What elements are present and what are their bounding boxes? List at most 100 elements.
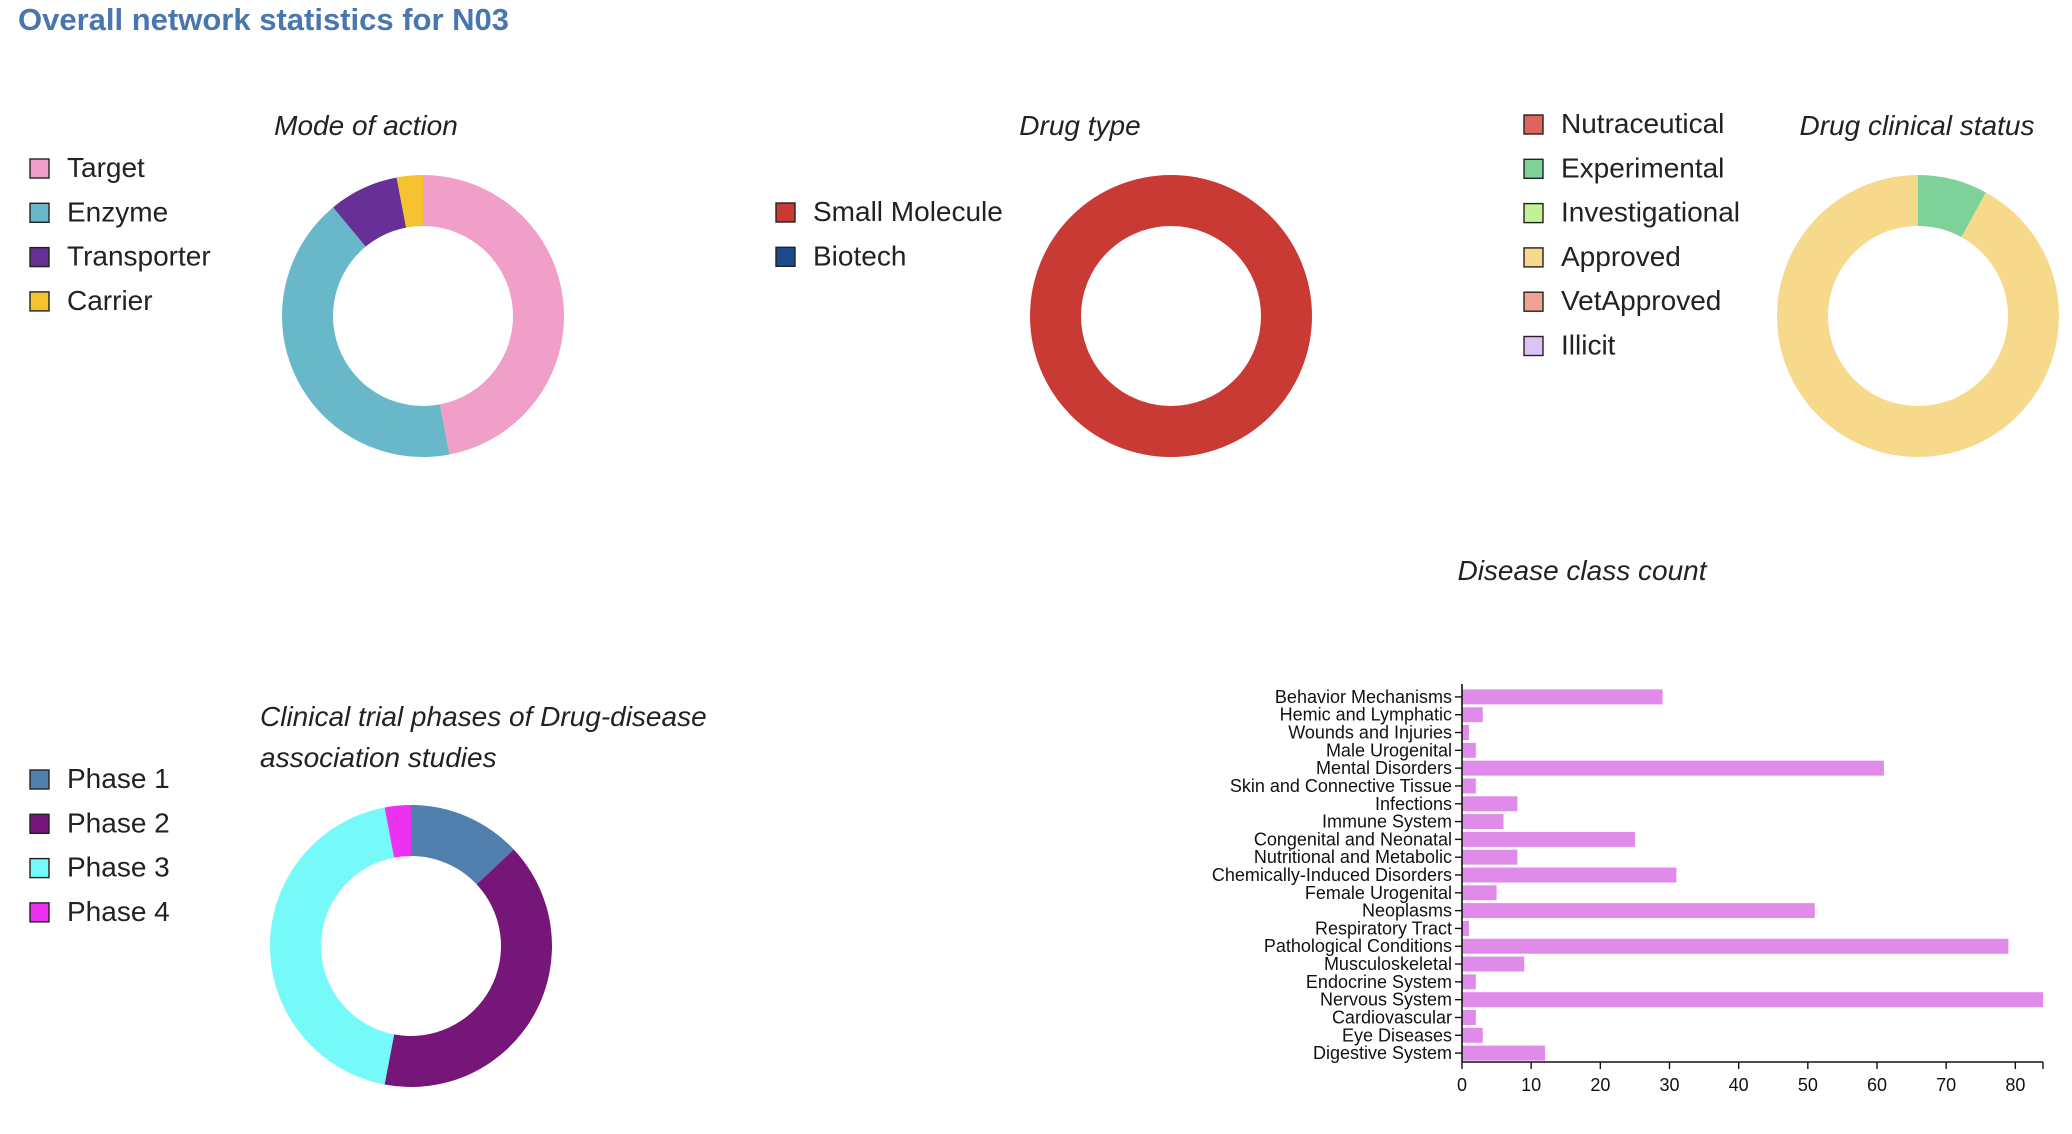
mode-of-action-title: Mode of action — [274, 110, 458, 141]
clinical-trial-phases-title: Clinical trial phases of Drug-disease ass… — [260, 701, 707, 773]
legend-item-small-molecule: Small Molecule — [775, 196, 1003, 227]
legend-item-phase-3: Phase 3 — [29, 852, 170, 883]
x-tick-label-20: 20 — [1590, 1075, 1610, 1095]
legend-item-phase-4: Phase 4 — [29, 896, 170, 927]
bar-mental-disorders — [1462, 760, 1884, 776]
bar-behavior-mechanisms — [1462, 689, 1663, 705]
bar-digestive-system — [1462, 1045, 1545, 1061]
y-tick-label-mental-disorders: Mental Disorders — [1316, 758, 1452, 778]
y-tick-label-nervous-system: Nervous System — [1320, 990, 1452, 1010]
legend-item-vetapproved: VetApproved — [1523, 285, 1721, 316]
drug-clinical-status-chart: Drug clinical status Nutraceutical Experim… — [1523, 108, 2059, 457]
y-tick-label-infections: Infections — [1375, 794, 1452, 814]
y-tick-label-congenital-and-neonatal: Congenital and Neonatal — [1254, 829, 1452, 849]
y-tick-label-immune-system: Immune System — [1322, 812, 1452, 832]
y-tick-label-nutritional-and-metabolic: Nutritional and Metabolic — [1254, 847, 1452, 867]
y-tick-label-respiratory-tract: Respiratory Tract — [1315, 918, 1452, 938]
bar-wounds-and-injuries — [1462, 725, 1469, 741]
slice-small-molecule — [1030, 175, 1312, 457]
mode-of-action-chart: Mode of action Target Enzyme Transporter Car… — [29, 110, 564, 457]
x-tick-label-10: 10 — [1521, 1075, 1541, 1095]
x-tick-label-0: 0 — [1457, 1075, 1467, 1095]
page-title: Overall network statistics for N03 — [18, 2, 510, 37]
legend-swatch — [29, 291, 50, 312]
legend-label: Phase 1 — [67, 763, 170, 794]
drug-type-chart: Drug type Small Molecule Biotech — [775, 110, 1312, 457]
legend-swatch — [29, 902, 50, 923]
bar-neoplasms — [1462, 903, 1815, 919]
legend-item-carrier: Carrier — [29, 285, 153, 316]
legend-swatch — [775, 246, 796, 268]
disease-class-count-chart: Disease class count Behavior MechanismsHe… — [1212, 555, 2044, 1095]
legend-swatch — [1523, 114, 1544, 135]
legend-label: Approved — [1561, 241, 1681, 272]
y-tick-label-pathological-conditions: Pathological Conditions — [1264, 936, 1452, 956]
bar-infections — [1462, 796, 1518, 812]
legend-label: Illicit — [1561, 330, 1616, 361]
legend-item-approved: Approved — [1523, 241, 1681, 272]
bar-respiratory-tract — [1462, 920, 1469, 936]
slice-transporter — [333, 177, 407, 247]
bar-endocrine-system — [1462, 974, 1476, 990]
bar-hemic-and-lymphatic — [1462, 707, 1483, 723]
legend-label: Target — [67, 152, 145, 183]
legend-item-investigational: Investigational — [1523, 197, 1740, 228]
legend-item-illicit: Illicit — [1523, 330, 1616, 361]
slice-phase-2 — [384, 849, 552, 1087]
bar-nutritional-and-metabolic — [1462, 849, 1518, 865]
y-tick-label-chemically-induced-disorders: Chemically-Induced Disorders — [1212, 865, 1452, 885]
bar-skin-and-connective-tissue — [1462, 778, 1476, 794]
legend-item-experimental: Experimental — [1523, 152, 1724, 183]
legend-label: Nutraceutical — [1561, 108, 1724, 139]
slice-phase-4 — [384, 805, 411, 858]
y-tick-label-male-urogenital: Male Urogenital — [1326, 740, 1452, 760]
legend-swatch — [29, 246, 50, 268]
legend-item-phase-1: Phase 1 — [29, 763, 170, 794]
legend-label: Phase 4 — [67, 896, 170, 927]
legend-swatch — [775, 202, 796, 223]
legend-item-nutraceutical: Nutraceutical — [1523, 108, 1724, 139]
slice-enzyme — [282, 207, 450, 457]
legend-item-enzyme: Enzyme — [29, 196, 168, 227]
legend-swatch — [1523, 158, 1544, 180]
disease-class-count-title: Disease class count — [1457, 555, 1707, 586]
x-tick-label-60: 60 — [1867, 1075, 1887, 1095]
legend-label: Enzyme — [67, 196, 168, 227]
drug-clinical-status-title: Drug clinical status — [1800, 110, 2035, 141]
clinical-trial-phases-chart: Clinical trial phases of Drug-disease ass… — [29, 701, 707, 1087]
y-tick-label-wounds-and-injuries: Wounds and Injuries — [1288, 723, 1452, 743]
bar-nervous-system — [1462, 992, 2043, 1008]
slice-target — [423, 175, 564, 455]
drug-type-title: Drug type — [1019, 110, 1140, 141]
legend-swatch — [29, 813, 50, 834]
legend-label: VetApproved — [1561, 285, 1721, 316]
bar-pathological-conditions — [1462, 938, 2009, 954]
legend-swatch — [1523, 202, 1544, 224]
slice-phase-3 — [270, 807, 395, 1085]
legend-swatch — [29, 857, 50, 879]
y-tick-label-endocrine-system: Endocrine System — [1306, 972, 1452, 992]
legend-swatch — [29, 769, 50, 790]
legend-label: Small Molecule — [813, 196, 1003, 227]
slice-approved — [1777, 174, 2059, 457]
legend-swatch — [1523, 291, 1544, 312]
bar-male-urogenital — [1462, 742, 1476, 758]
y-tick-label-eye-diseases: Eye Diseases — [1342, 1025, 1452, 1045]
y-tick-label-neoplasms: Neoplasms — [1362, 901, 1452, 921]
y-tick-label-behavior-mechanisms: Behavior Mechanisms — [1275, 687, 1452, 707]
slice-phase-1 — [411, 805, 514, 885]
y-tick-label-cardiovascular: Cardiovascular — [1332, 1007, 1452, 1027]
y-tick-label-female-urogenital: Female Urogenital — [1305, 883, 1452, 903]
legend-swatch — [29, 202, 50, 224]
legend-label: Biotech — [813, 240, 906, 271]
y-tick-label-skin-and-connective-tissue: Skin and Connective Tissue — [1230, 776, 1452, 796]
legend-item-target: Target — [29, 152, 145, 183]
y-tick-label-musculoskeletal: Musculoskeletal — [1324, 954, 1452, 974]
legend-label: Experimental — [1561, 152, 1724, 183]
slice-carrier — [396, 175, 423, 228]
legend-label: Transporter — [67, 241, 211, 272]
bar-eye-diseases — [1462, 1027, 1483, 1043]
y-tick-label-digestive-system: Digestive System — [1313, 1043, 1452, 1063]
slice-experimental — [1918, 175, 1986, 238]
